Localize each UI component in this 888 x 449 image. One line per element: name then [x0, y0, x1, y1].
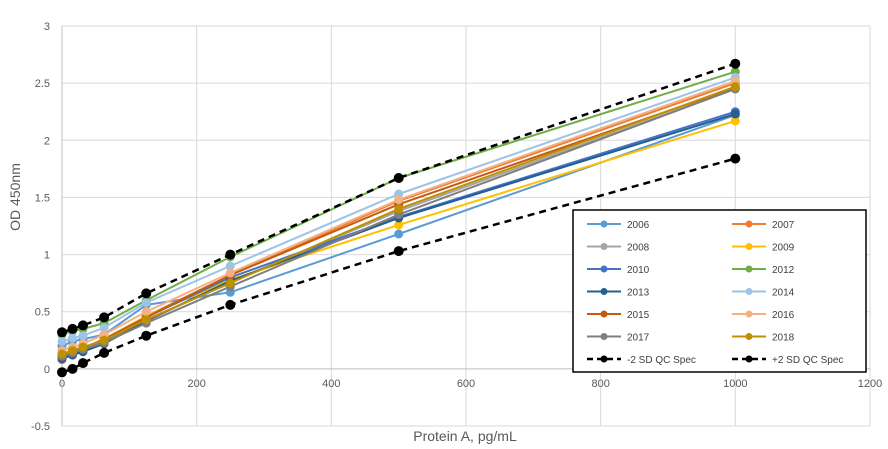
legend-swatch-marker	[600, 220, 608, 228]
legend-swatch-marker	[745, 333, 753, 340]
y-tick-label: 1	[44, 250, 50, 262]
x-tick-label: 800	[591, 378, 609, 390]
legend-box	[572, 209, 867, 373]
data-point	[225, 299, 236, 310]
data-point	[57, 349, 67, 359]
data-point	[225, 249, 236, 260]
data-point	[57, 336, 67, 346]
legend-label: 2014	[772, 288, 795, 299]
data-point	[394, 229, 404, 239]
legend-swatch-marker	[745, 310, 753, 318]
data-point	[730, 82, 740, 92]
legend-swatch-marker	[745, 265, 753, 273]
data-point	[225, 268, 235, 278]
data-point	[730, 109, 740, 119]
legend-swatch-marker	[600, 288, 608, 295]
data-point	[67, 363, 78, 374]
y-tick-label: 3	[44, 21, 50, 33]
data-point	[68, 346, 77, 356]
data-point	[99, 335, 109, 345]
legend-label: 2018	[772, 333, 795, 344]
data-point	[394, 195, 404, 205]
legend-label: 2010	[627, 265, 650, 276]
y-tick-label: 2.5	[35, 78, 50, 90]
legend-label: 2013	[627, 288, 650, 299]
data-point	[141, 298, 151, 308]
data-point	[730, 153, 741, 164]
x-tick-label: 1200	[858, 378, 882, 390]
data-point	[225, 278, 235, 288]
x-tick-label: 1000	[723, 378, 747, 390]
data-point	[393, 246, 404, 257]
legend-label: 2016	[772, 310, 795, 321]
data-point	[99, 347, 110, 358]
legend-label: 2009	[772, 243, 795, 254]
data-point	[99, 312, 110, 323]
data-point	[730, 116, 740, 126]
data-point	[393, 173, 404, 183]
legend-swatch-marker	[745, 243, 753, 250]
legend-label: 2008	[627, 243, 650, 254]
legend-swatch-marker	[745, 355, 753, 363]
y-tick-label: 0.5	[35, 307, 50, 319]
data-point	[78, 358, 88, 369]
legend-label: 2012	[772, 265, 795, 276]
legend-swatch-marker	[600, 243, 608, 250]
legend-label: 2006	[627, 220, 650, 231]
legend-label: +2 SD QC Spec	[772, 355, 843, 366]
data-point	[141, 307, 151, 317]
legend-swatch-marker	[600, 355, 608, 363]
data-point	[730, 58, 741, 69]
x-axis-title: Protein A, pg/mL	[413, 428, 517, 444]
axes: -0.500.511.522.53020040060080010001200	[31, 21, 882, 433]
legend: 2006 2007 2008 2009 2010 2012 2013 2014 2015 2016…	[572, 209, 867, 373]
data-point	[141, 315, 151, 325]
legend-swatch-marker	[600, 265, 608, 273]
legend-label: 2017	[627, 333, 650, 344]
legend-label: -2 SD QC Spec	[627, 355, 696, 366]
data-point	[57, 367, 67, 378]
data-point	[394, 204, 404, 214]
data-point	[78, 342, 88, 352]
legend-swatch-marker	[745, 288, 753, 295]
x-tick-label: 600	[457, 378, 475, 390]
legend-label: 2007	[772, 220, 795, 231]
data-point	[68, 333, 77, 343]
data-point	[99, 323, 109, 333]
legend-swatch-marker	[600, 333, 608, 340]
y-tick-label: 1.5	[35, 192, 50, 204]
data-point	[225, 261, 235, 271]
data-point	[57, 327, 67, 338]
data-point	[67, 323, 78, 334]
legend-label: 2015	[627, 310, 650, 321]
data-point	[141, 288, 152, 299]
y-tick-label: 2	[44, 135, 50, 147]
data-point	[141, 330, 152, 341]
data-point	[78, 331, 88, 341]
series-group	[57, 58, 741, 378]
y-tick-label: 0	[44, 364, 50, 376]
y-tick-label: -0.5	[31, 421, 50, 433]
x-tick-label: 400	[322, 378, 340, 390]
data-point	[394, 220, 404, 230]
data-point	[78, 320, 88, 331]
x-tick-label: 200	[187, 378, 205, 390]
y-axis-title: OD 450nm	[7, 163, 23, 231]
legend-swatch-marker	[745, 220, 753, 228]
legend-swatch-marker	[600, 310, 608, 318]
